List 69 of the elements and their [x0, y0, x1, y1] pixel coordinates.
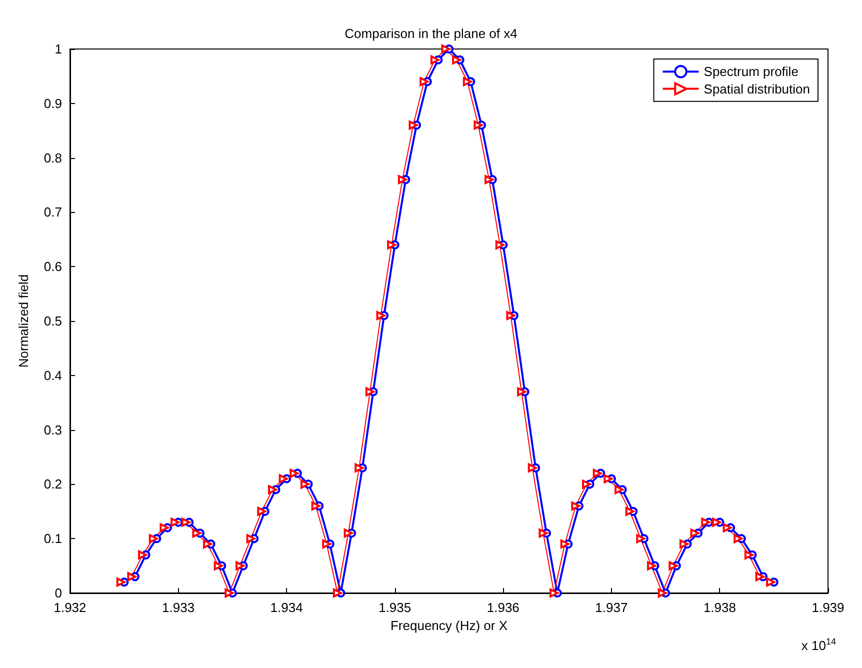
- y-axis-title: Normalized field: [16, 274, 31, 368]
- point: [755, 572, 764, 582]
- point: [474, 120, 483, 130]
- x-tick-label: 1.933: [162, 600, 195, 615]
- point: [701, 518, 710, 527]
- point: [592, 468, 602, 478]
- point: [246, 534, 256, 544]
- y-tick-label: 0: [54, 586, 62, 600]
- point: [484, 175, 494, 184]
- legend-label: Spatial distribution: [704, 81, 810, 96]
- point: [571, 501, 580, 510]
- x-tick-label: 1.934: [270, 600, 303, 615]
- point: [376, 311, 386, 320]
- x-tick-label: 1.939: [812, 600, 844, 615]
- chart-title: Comparison in the plane of x4: [344, 26, 518, 41]
- point: [354, 463, 364, 472]
- point: [290, 468, 299, 478]
- x-tick-label: 1.936: [486, 600, 520, 615]
- point: [452, 55, 462, 64]
- point: [766, 578, 776, 587]
- point: [138, 550, 148, 560]
- x-tick-label: 1.938: [703, 600, 736, 615]
- point: [506, 311, 516, 320]
- point: [148, 534, 158, 544]
- point: [257, 506, 266, 516]
- y-tick-label: 0.3: [44, 422, 62, 438]
- y-tick-label: 0.4: [44, 368, 62, 383]
- point: [636, 534, 646, 544]
- x-tick-label: 1.935: [378, 600, 412, 615]
- point: [722, 523, 732, 532]
- x-tick-label: 1.932: [54, 600, 86, 615]
- point: [170, 518, 180, 527]
- y-tick-label: 0.8: [44, 150, 62, 166]
- point: [160, 523, 169, 532]
- point: [344, 528, 353, 538]
- point: [528, 463, 537, 472]
- x-axis-title: Frequency (Hz) or X: [390, 618, 508, 633]
- y-tick-label: 0.2: [44, 476, 62, 492]
- point: [560, 540, 570, 549]
- point: [278, 474, 288, 484]
- point: [203, 540, 212, 549]
- point: [192, 528, 202, 538]
- point: [214, 561, 223, 570]
- y-tick-label: 0.6: [44, 259, 62, 274]
- point: [625, 506, 634, 516]
- point: [604, 474, 613, 484]
- point: [668, 561, 678, 570]
- point: [236, 561, 245, 570]
- legend-label: Spectrum profile: [704, 64, 798, 80]
- y-tick-label: 1: [54, 42, 62, 56]
- point: [690, 528, 700, 538]
- point: [127, 572, 136, 582]
- point: [322, 540, 332, 549]
- point: [538, 528, 548, 538]
- point: [734, 534, 743, 544]
- point: [517, 387, 526, 396]
- point: [582, 480, 592, 489]
- point: [408, 120, 418, 130]
- y-tick-label: 0.9: [44, 96, 62, 111]
- point: [420, 77, 429, 86]
- point: [311, 501, 320, 510]
- x-tick-label: 1.937: [595, 600, 628, 615]
- y-tick-label: 0.1: [44, 531, 62, 546]
- point: [441, 44, 450, 54]
- y-tick-label: 0.7: [44, 204, 62, 220]
- point: [387, 240, 396, 250]
- point: [181, 518, 190, 527]
- point: [614, 485, 624, 494]
- y-tick-label: 0.5: [44, 314, 62, 328]
